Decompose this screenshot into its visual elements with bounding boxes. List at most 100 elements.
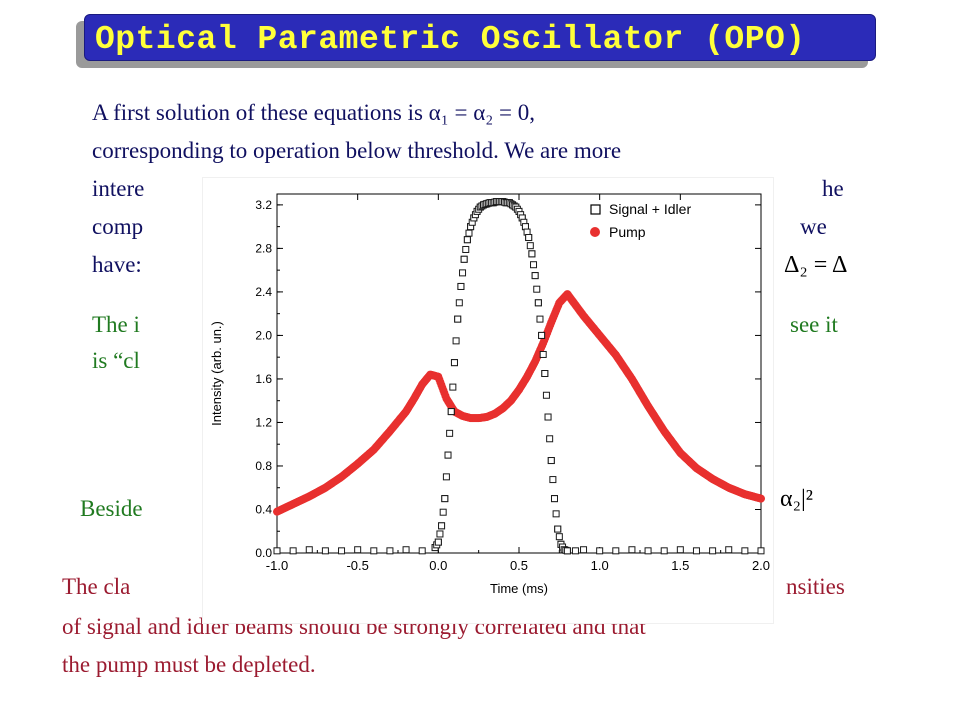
signal-idler-point bbox=[547, 457, 555, 465]
pump-point bbox=[757, 494, 765, 503]
legend-signal-marker bbox=[590, 204, 601, 215]
signal-idler-point bbox=[465, 229, 473, 237]
signal-idler-point bbox=[530, 261, 538, 269]
red-line1-end: nsities bbox=[786, 574, 845, 599]
legend-pump-marker bbox=[590, 227, 600, 237]
signal-idler-point bbox=[447, 408, 455, 416]
signal-idler-point bbox=[452, 337, 460, 345]
signal-idler-point bbox=[528, 250, 536, 258]
plot-frame bbox=[276, 193, 762, 554]
signal-idler-point bbox=[563, 547, 571, 555]
signal-idler-point bbox=[549, 476, 557, 484]
signal-idler-point bbox=[552, 510, 560, 518]
signal-idler-point bbox=[273, 547, 281, 555]
signal-idler-point bbox=[450, 359, 458, 367]
signal-idler-point bbox=[463, 236, 471, 244]
signal-idler-point bbox=[444, 451, 452, 459]
signal-idler-point bbox=[541, 370, 549, 377]
signal-idler-point bbox=[449, 383, 457, 391]
x-tick-label: 0.0 bbox=[429, 558, 447, 573]
y-tick-label: 2.4 bbox=[255, 285, 272, 299]
signal-idler-point bbox=[544, 413, 552, 421]
signal-idler-point bbox=[725, 546, 733, 554]
signal-idler-point bbox=[596, 547, 604, 555]
signal-idler-point bbox=[457, 282, 465, 290]
x-tick-label: -0.5 bbox=[346, 558, 368, 573]
signal-idler-point bbox=[534, 299, 542, 307]
x-axis-label: Time (ms) bbox=[490, 581, 548, 596]
x-tick-label: 2.0 bbox=[752, 558, 770, 573]
intensity-chart: -1.0 -0.5 0.0 0.5 1.0 1.5 2.0 0.0 0.4 0.8 1.2 1.6 2.… bbox=[209, 193, 770, 596]
y-tick-label: 0.8 bbox=[255, 459, 272, 473]
para1-line1: A first solution of these equations is α… bbox=[92, 100, 535, 125]
green-line1-end: see it bbox=[790, 312, 838, 337]
x-tick-label: 1.5 bbox=[671, 558, 689, 573]
signal-idler-point bbox=[386, 547, 394, 555]
signal-idler-point bbox=[538, 331, 546, 339]
signal-idler-point bbox=[354, 546, 362, 554]
signal-idler-point bbox=[434, 538, 442, 546]
signal-idler-point bbox=[741, 547, 749, 555]
signal-idler-point bbox=[554, 525, 562, 533]
para1-line5-start: have: bbox=[92, 252, 142, 277]
para1-line3-start: intere bbox=[92, 176, 145, 201]
signal-idler-point bbox=[709, 547, 717, 555]
signal-idler-point bbox=[438, 522, 446, 530]
signal-idler-point bbox=[441, 495, 449, 503]
signal-idler-point bbox=[542, 391, 550, 399]
y-tick-label: 3.2 bbox=[255, 198, 272, 212]
signal-idler-point bbox=[370, 547, 378, 555]
signal-idler-point bbox=[454, 315, 462, 323]
para1-line3-end: he bbox=[822, 176, 844, 201]
red-line3: the pump must be depleted. bbox=[62, 652, 316, 677]
signal-idler-point bbox=[555, 533, 563, 541]
signal-idler-point bbox=[644, 547, 652, 555]
title-bar: Optical Parametric Oscillator (OPO) bbox=[84, 14, 876, 61]
signal-idler-point bbox=[580, 546, 588, 554]
y-axis-label: Intensity (arb. un.) bbox=[209, 321, 224, 426]
y-tick-label: 2.8 bbox=[255, 241, 272, 255]
signal-idler-point bbox=[628, 546, 636, 554]
signal-idler-point bbox=[571, 547, 579, 555]
signal-idler-point bbox=[526, 242, 534, 250]
signal-idler-point bbox=[446, 429, 454, 437]
slide-title: Optical Parametric Oscillator (OPO) bbox=[95, 21, 806, 58]
green-line3-start: Beside bbox=[80, 496, 143, 521]
signal-idler-point bbox=[402, 546, 410, 554]
green-line2-start: is “cl bbox=[92, 348, 140, 373]
signal-idler-point bbox=[289, 547, 297, 555]
signal-idler-point bbox=[660, 547, 668, 555]
signal-idler-point bbox=[612, 547, 620, 555]
signal-idler-point bbox=[439, 508, 447, 516]
para1-line2: corresponding to operation below thresho… bbox=[92, 138, 622, 163]
legend-signal-label: Signal + Idler bbox=[609, 201, 691, 217]
signal-idler-point bbox=[692, 547, 700, 555]
signal-idler-point bbox=[550, 495, 558, 503]
signal-idler-point bbox=[459, 269, 467, 277]
green-line1-start: The i bbox=[92, 312, 140, 337]
signal-idler-point bbox=[305, 546, 313, 554]
signal-idler-point bbox=[455, 299, 463, 307]
signal-idler-point bbox=[757, 547, 765, 555]
signal-idler-point bbox=[418, 547, 426, 555]
signal-idler-point bbox=[460, 255, 468, 263]
legend-pump-label: Pump bbox=[609, 224, 646, 240]
signal-idler-point bbox=[531, 272, 539, 280]
signal-idler-point bbox=[462, 245, 470, 253]
para1-line4-end: we bbox=[800, 214, 827, 239]
x-tick-label: 1.0 bbox=[591, 558, 609, 573]
green-line3-math: α₂|² bbox=[780, 486, 813, 512]
para1-line4-start: comp bbox=[92, 214, 144, 239]
signal-idler-point bbox=[338, 547, 346, 555]
y-tick-label: 1.2 bbox=[255, 415, 272, 429]
x-tick-label: 0.5 bbox=[510, 558, 528, 573]
signal-idler-point bbox=[676, 546, 684, 554]
signal-idler-point bbox=[525, 234, 533, 242]
signal-idler-point bbox=[436, 530, 444, 538]
signal-idler-point bbox=[536, 315, 544, 323]
signal-idler-point bbox=[321, 547, 329, 555]
x-tick-label: -1.0 bbox=[266, 558, 288, 573]
signal-idler-point bbox=[546, 435, 554, 443]
signal-idler-point bbox=[442, 473, 450, 481]
y-tick-label: 1.6 bbox=[255, 372, 272, 386]
